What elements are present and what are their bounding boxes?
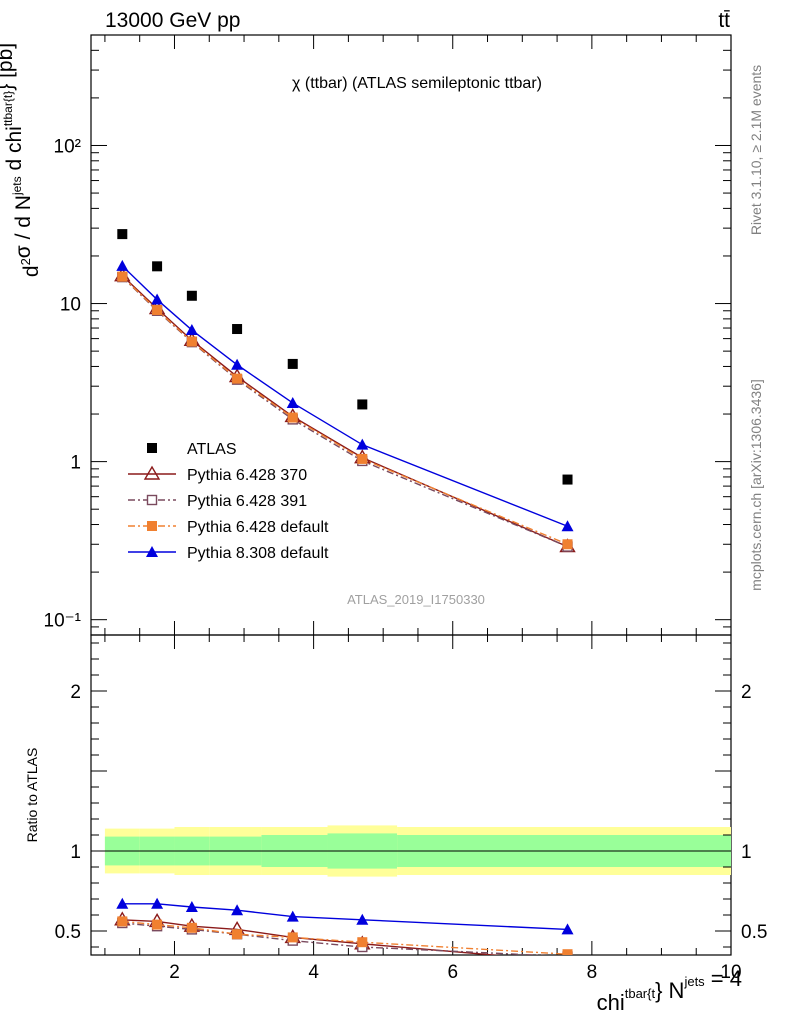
data-point	[186, 290, 197, 301]
axis-ticks	[91, 34, 732, 955]
x-label-part: tbar{t	[625, 986, 656, 1001]
x-tick-label: 8	[587, 962, 598, 983]
plot-title: χ (ttbar) (ATLAS semileptonic ttbar)	[292, 75, 542, 92]
ratio-point	[186, 922, 197, 933]
data-point	[287, 358, 298, 369]
energy-label: 13000 GeV pp	[105, 9, 240, 32]
ratio-point	[231, 904, 244, 916]
ratio-point	[232, 929, 243, 940]
y-tick-label: 10⁻¹	[44, 611, 82, 632]
y-label-part: jets	[10, 176, 24, 196]
x-axis-label: chitbar{t} Njets = 4	[597, 966, 742, 1015]
y-tick-label: 10	[60, 295, 81, 316]
ratio-y-tick-label: 0.5	[55, 922, 81, 943]
ratio-point	[116, 897, 129, 909]
x-tick-label: 6	[447, 962, 458, 983]
data-point	[116, 259, 129, 271]
legend-label: ATLAS	[187, 441, 237, 458]
x-tick-label: 10	[720, 962, 741, 983]
ratio-y-tick-label: 1	[70, 842, 81, 863]
tick-labels: 2 4 6 8 10 10⁻¹ 1 10 10² 0.5 0.5 1 1 2 2	[44, 136, 768, 983]
ratio-point	[561, 923, 574, 935]
ratio-point	[117, 916, 128, 927]
legend-marker	[143, 465, 161, 480]
data-point	[357, 453, 368, 464]
x-label-text: chitbar{t} Njets = 4	[597, 966, 742, 1015]
data-point	[231, 358, 244, 370]
y-label-part: ttbar{t}	[1, 91, 15, 126]
x-label-part: } N	[655, 978, 684, 1003]
y-tick-label: 10²	[54, 136, 81, 157]
data-point	[562, 539, 573, 550]
ratio-point	[152, 919, 163, 930]
main-curve	[121, 265, 568, 527]
ratio-point	[185, 901, 198, 912]
mcplots-reference-label: mcplots.cern.ch [arXiv:1306.3436]	[748, 379, 764, 591]
x-label-part: = 4	[705, 966, 742, 991]
data-point	[117, 229, 128, 240]
main-y-axis-label: d2σ / d Njets d chittbar{t}} [pb]	[0, 43, 43, 277]
ratio-y-tick-label: 2	[70, 682, 81, 703]
analysis-watermark: ATLAS_2019_I1750330	[347, 592, 485, 607]
y-label-part: 2	[18, 258, 33, 265]
y-label-group: d2σ / d Njets d chittbar{t}} [pb]	[0, 43, 43, 277]
data-point	[287, 412, 298, 423]
x-tick-label: 2	[169, 962, 180, 983]
ratio-y-axis-label: Ratio to ATLAS	[24, 748, 40, 843]
data-point	[152, 261, 163, 272]
ratio-y-tick-label-right: 0.5	[741, 922, 767, 943]
process-label: tt̄	[718, 9, 730, 32]
ratio-point	[357, 937, 368, 948]
data-point	[232, 373, 243, 384]
ratio-point	[356, 913, 369, 925]
ratio-point	[566, 953, 569, 955]
legend-label: Pythia 6.428 370	[187, 467, 307, 484]
y-tick-label: 1	[70, 453, 81, 474]
data-point	[117, 271, 128, 282]
data-point	[185, 324, 198, 336]
legend-label: Pythia 6.428 default	[187, 519, 329, 536]
ratio-y-tick-label-right: 1	[741, 842, 752, 863]
data-point	[186, 336, 197, 347]
ratio-point	[151, 897, 164, 909]
ratio-panel-frame	[90, 634, 732, 956]
y-label-part: σ / d N	[12, 195, 35, 258]
data-point	[232, 324, 243, 335]
data-point	[357, 399, 368, 410]
legend-marker	[146, 546, 158, 557]
y-label-part: } [pb]	[0, 43, 17, 91]
x-label-part: jets	[683, 974, 705, 989]
rivet-version-label: Rivet 3.1.10, ≥ 2.1M events	[748, 65, 764, 235]
legend-label: Pythia 6.428 391	[187, 493, 307, 510]
data-point	[561, 520, 574, 532]
x-tick-label: 4	[308, 962, 319, 983]
legend: ATLAS Pythia 6.428 370 Pythia 6.428 391 Pyt…	[128, 441, 329, 562]
legend-marker	[146, 494, 158, 506]
data-point	[562, 474, 573, 485]
legend-marker	[147, 443, 157, 453]
x-label-part: chi	[597, 990, 625, 1015]
ratio-curves	[114, 897, 574, 955]
ratio-point	[562, 949, 573, 955]
y-label-part: d chi	[3, 126, 26, 176]
data-point	[356, 438, 369, 450]
uncertainty-bands	[104, 825, 731, 877]
data-point	[151, 293, 164, 305]
data-point	[286, 396, 299, 408]
ratio-point	[286, 910, 299, 922]
data-point	[152, 305, 163, 316]
legend-label: Pythia 8.308 default	[187, 545, 329, 562]
ratio-point	[287, 932, 298, 943]
y-label-part: d	[20, 265, 43, 277]
legend-marker	[147, 521, 157, 531]
series-markers	[114, 229, 576, 553]
ratio-y-tick-label-right: 2	[741, 682, 752, 703]
y-label-text: d2σ / d Njets d chittbar{t}} [pb]	[0, 43, 43, 277]
